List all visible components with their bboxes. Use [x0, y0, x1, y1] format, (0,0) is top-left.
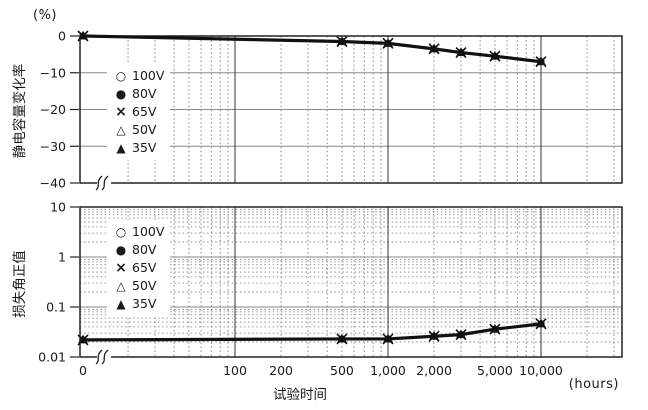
legend-item: △ 50V — [113, 277, 164, 295]
legend-label: 50V — [132, 278, 157, 293]
legend-item: ▲ 35V — [113, 139, 164, 157]
y-tick-label: 10 — [50, 200, 66, 215]
overlapped-series-marker — [382, 333, 394, 345]
overlapped-series-marker — [336, 35, 348, 48]
legend-item: ● 80V — [113, 85, 164, 103]
x-tick-label: 0 — [79, 363, 87, 378]
legend-item: ● 80V — [113, 241, 164, 259]
overlapped-series-marker — [77, 30, 89, 42]
filled-circle-icon: ● — [115, 87, 127, 101]
overlapped-series-marker — [489, 323, 501, 335]
y-tick-label: 0.01 — [38, 350, 66, 365]
axis-break-icon — [101, 349, 109, 365]
overlapped-series-marker — [535, 56, 547, 68]
y-tick-label: −40 — [40, 176, 66, 191]
y-axis-title-bottom: 损失角正值 — [12, 250, 28, 318]
legend-label: 100V — [132, 68, 165, 83]
x-tick-label: 5,000 — [477, 363, 513, 378]
overlapped-series-marker — [77, 334, 89, 346]
legend-label: 50V — [132, 122, 157, 137]
legend-label: 65V — [132, 104, 157, 119]
overlapped-series-line — [81, 322, 543, 342]
open-circle-icon: ○ — [115, 225, 127, 239]
overlapped-series-marker — [382, 37, 394, 49]
y-tick-label: 0.1 — [46, 300, 66, 315]
top-chart: 0 −10 −20 −30 −40 — [40, 29, 623, 191]
y-tick-labels: 10 1 0.1 0.01 — [38, 200, 79, 365]
overlapped-series-marker — [489, 50, 501, 62]
axis-break-icon — [101, 175, 109, 191]
legend-label: 100V — [132, 224, 165, 239]
filled-triangle-icon: ▲ — [116, 297, 126, 311]
overlapped-series-marker — [428, 43, 440, 55]
x-cross-icon: × — [115, 104, 127, 120]
legend-label: 80V — [132, 242, 157, 257]
x-cross-icon: × — [115, 260, 127, 276]
overlapped-series-marker — [455, 46, 467, 59]
legend-top-chart: ○ 100V ● 80V × 65V △ 50V ▲ 35V — [107, 64, 171, 160]
y-tick-label: 1 — [58, 250, 66, 265]
open-triangle-icon: △ — [116, 279, 126, 293]
legend-label: 35V — [132, 140, 157, 155]
y-tick-labels: 0 −10 −20 −30 −40 — [40, 29, 79, 191]
x-tick-label: 10,000 — [519, 363, 563, 378]
legend-item: × 65V — [113, 259, 164, 277]
legend-label: 80V — [132, 86, 157, 101]
plot-frame — [79, 35, 623, 184]
filled-circle-icon: ● — [115, 243, 127, 257]
legend-bottom-chart: ○ 100V ● 80V × 65V △ 50V ▲ 35V — [107, 220, 171, 316]
plot-frame — [79, 206, 623, 358]
y-tick-label: −20 — [40, 102, 66, 117]
x-tick-label: 100 — [223, 363, 247, 378]
bottom-chart: 10 1 0.1 0.01 — [38, 200, 623, 365]
x-tick-label: 500 — [330, 363, 354, 378]
x-tick-labels: 0 100 200 500 1,000 2,000 5,000 10,000 — [79, 363, 563, 378]
open-triangle-icon: △ — [116, 123, 126, 137]
legend-item: × 65V — [113, 103, 164, 121]
x-tick-label: 2,000 — [416, 363, 452, 378]
overlapped-series-line — [81, 34, 543, 64]
overlapped-series-marker — [336, 333, 348, 345]
y-tick-label: 0 — [58, 29, 66, 44]
overlapped-series-marker — [455, 329, 467, 341]
y-tick-label: −10 — [40, 65, 66, 80]
axis-break-icon — [95, 175, 103, 191]
legend-item: ○ 100V — [113, 223, 165, 241]
overlapped-series-marker — [428, 330, 440, 342]
x-tick-label: 1,000 — [370, 363, 406, 378]
x-axis-title: 试验时间 — [273, 387, 327, 403]
open-circle-icon: ○ — [115, 69, 127, 83]
legend-item: △ 50V — [113, 121, 164, 139]
x-tick-label: 200 — [269, 363, 293, 378]
legend-item: ○ 100V — [113, 67, 165, 85]
axis-break-icon — [95, 349, 103, 365]
legend-item: ▲ 35V — [113, 295, 164, 313]
legend-label: 65V — [132, 260, 157, 275]
y-axis-unit-top: (%) — [33, 8, 57, 23]
filled-triangle-icon: ▲ — [116, 141, 126, 155]
legend-label: 35V — [132, 296, 157, 311]
x-axis-unit: (hours) — [568, 377, 619, 392]
y-tick-label: −30 — [40, 139, 66, 154]
y-axis-title-top: 静电容量变化率 — [12, 63, 28, 159]
overlapped-series-marker — [535, 318, 547, 330]
